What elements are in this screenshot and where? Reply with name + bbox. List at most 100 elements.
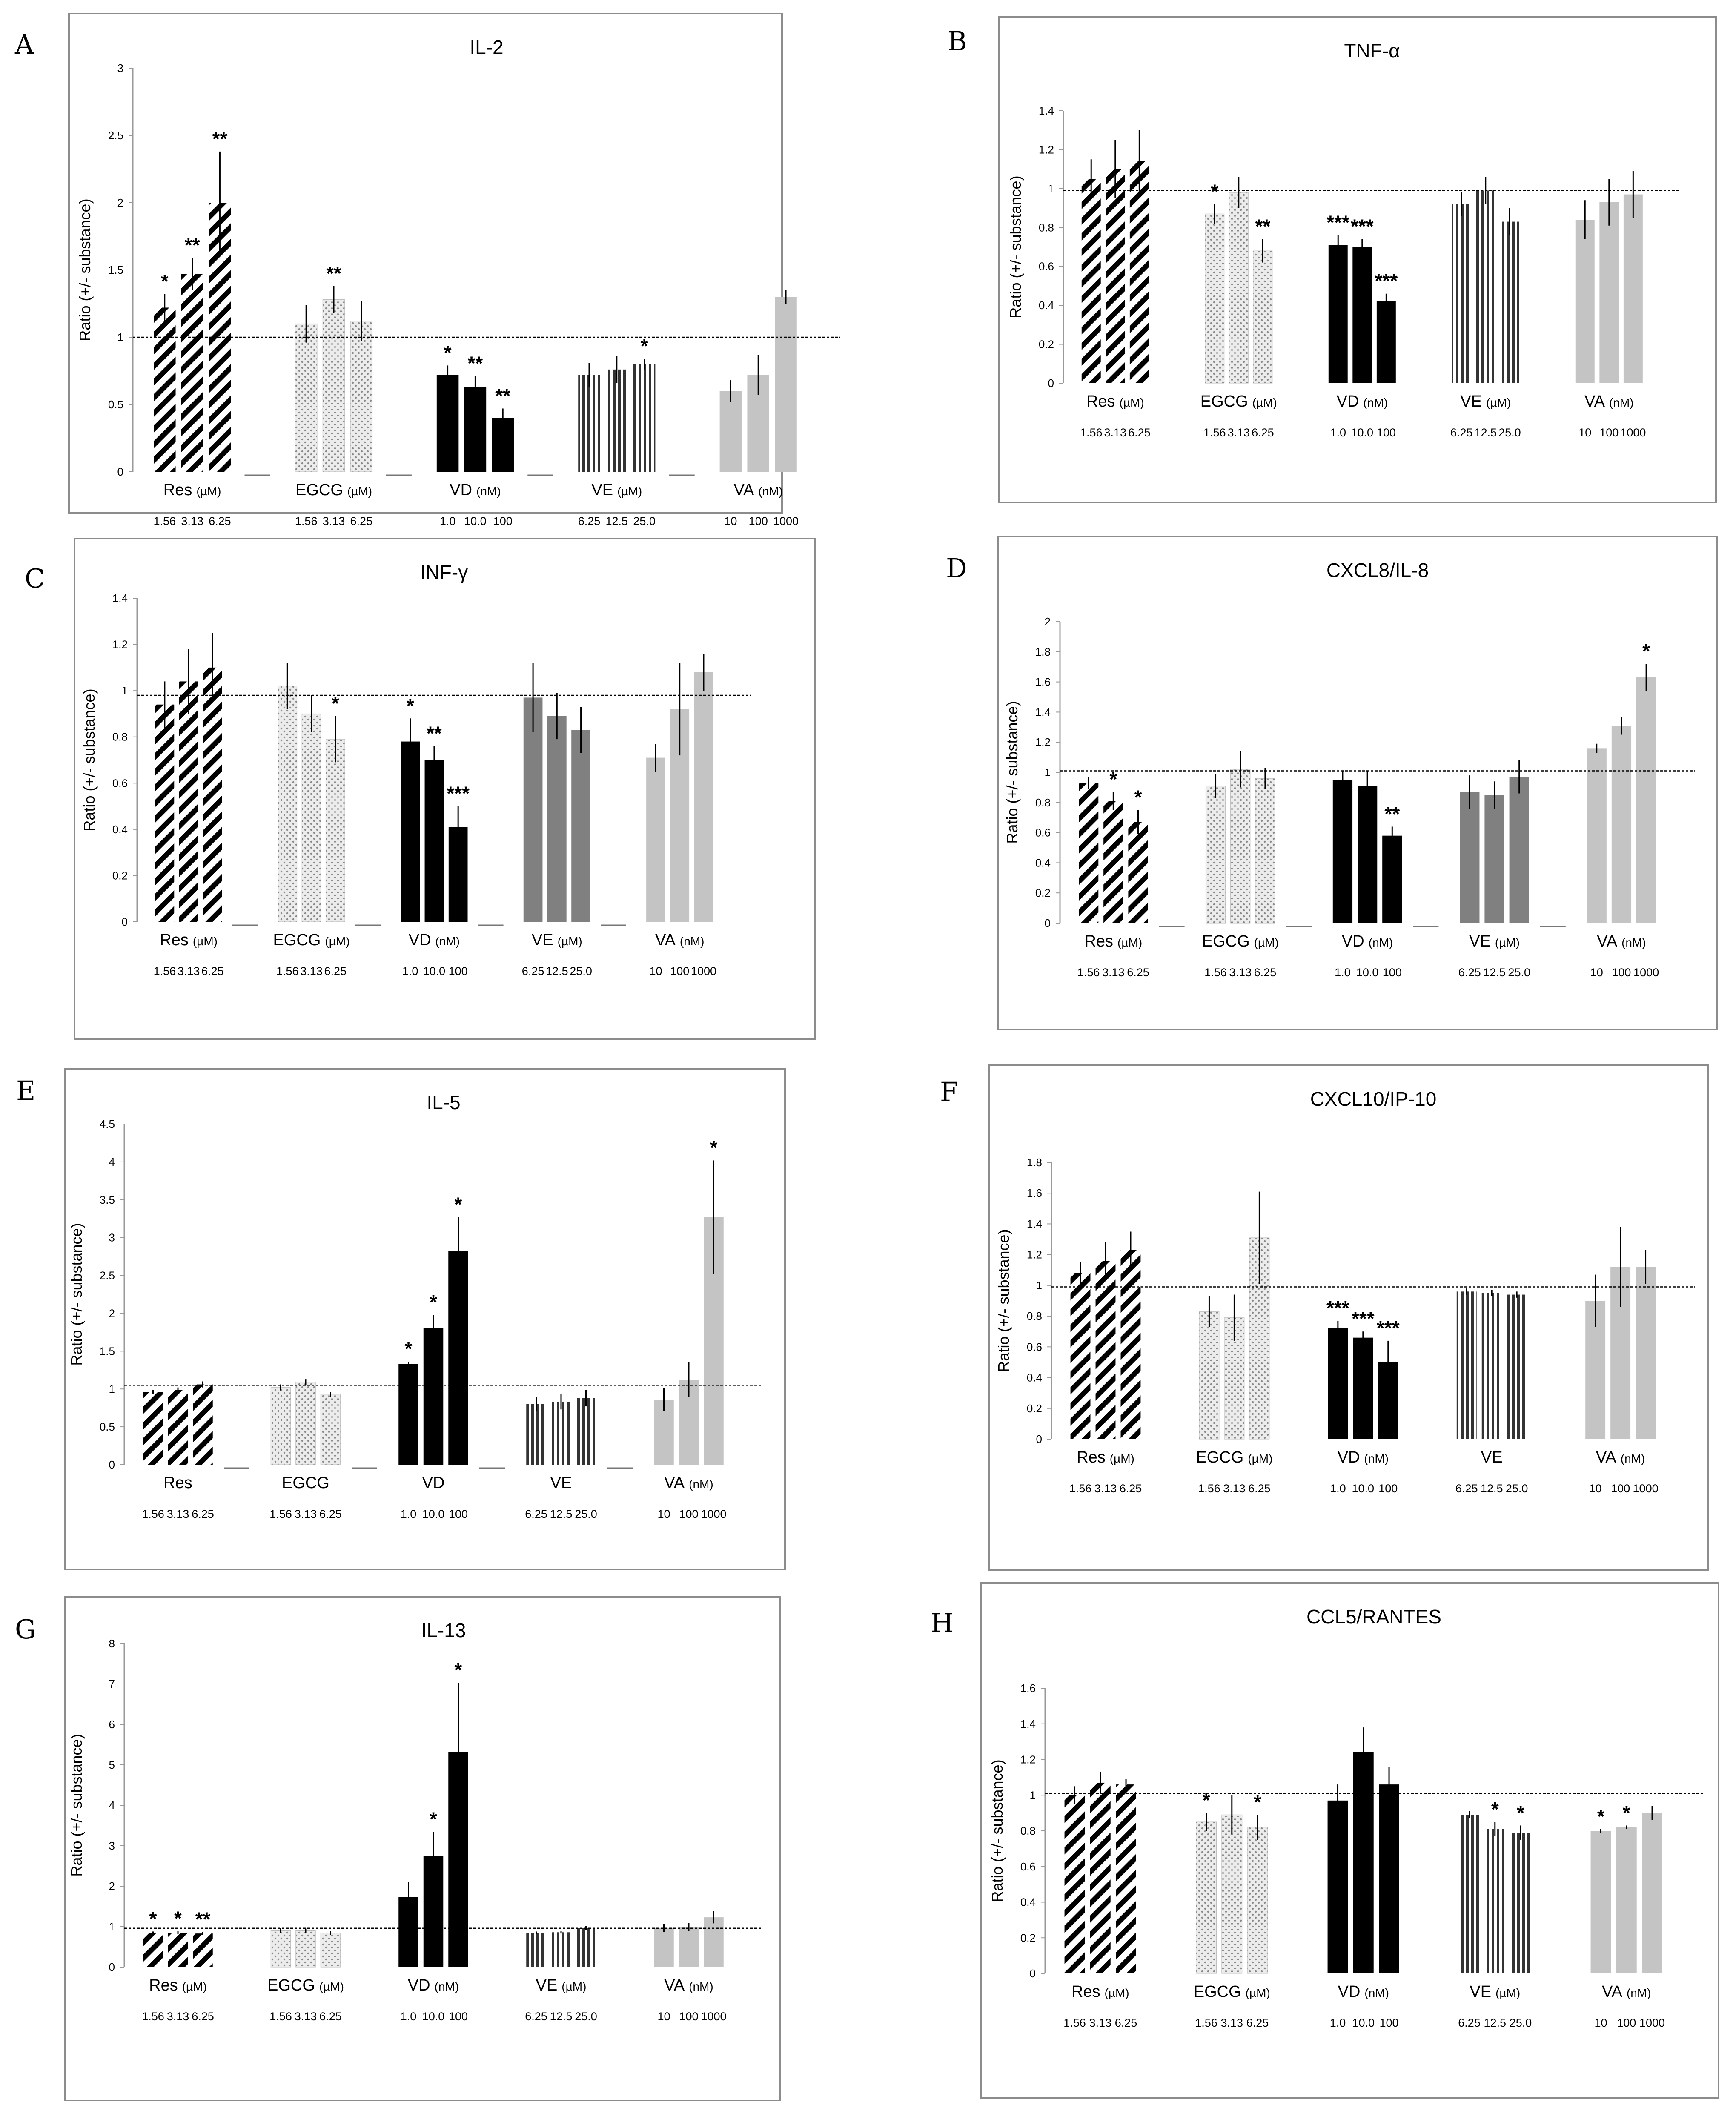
bar <box>1353 1752 1374 1973</box>
bar <box>1079 783 1099 923</box>
group-name: Res <box>163 1474 192 1492</box>
bar <box>423 1328 444 1465</box>
bar <box>1081 179 1101 383</box>
group-unit: (µM) <box>347 485 372 498</box>
y-tick-label: 0 <box>122 915 128 928</box>
bar <box>654 1927 674 1967</box>
group-name-label: Res (µM) <box>160 931 218 949</box>
y-tick-label: 0.6 <box>1035 826 1051 839</box>
bar <box>193 1933 213 1967</box>
bar <box>1484 1829 1505 1973</box>
dose-label: 1.56 <box>1204 966 1227 979</box>
group-va: 10 100 * 1000 VA (nM) <box>654 1136 727 1520</box>
group-res: 1.56 * 3.13 * 6.25 Res (µM) <box>1077 768 1149 979</box>
dose-label: 6.25 <box>350 515 373 528</box>
y-tick-label: 1 <box>122 684 128 697</box>
dose-label: 3.13 <box>1229 966 1252 979</box>
bar <box>1353 1337 1373 1439</box>
dose-label: 10.0 <box>1351 426 1374 439</box>
bar <box>646 757 665 922</box>
chart-title: CXCL10/IP-10 <box>1310 1088 1437 1110</box>
dose-label: 10 <box>1578 426 1591 439</box>
bar <box>1095 1261 1116 1439</box>
group-unit: (µM) <box>561 1980 586 1993</box>
significance-marker: * <box>455 1193 462 1216</box>
dose-label: 3.13 <box>323 515 345 528</box>
bar <box>1376 301 1396 383</box>
dose-label: 10 <box>657 2010 670 2023</box>
y-tick-label: 0.5 <box>100 1420 115 1433</box>
y-tick-label: 1.6 <box>1027 1187 1042 1199</box>
dose-label: 3.13 <box>1104 426 1127 439</box>
y-tick-label: 1.5 <box>108 264 123 276</box>
group-name: EGCG <box>1200 393 1248 410</box>
group-name: EGCG <box>282 1474 329 1492</box>
bar <box>448 1251 468 1465</box>
bar <box>1229 192 1249 384</box>
group-name: VD <box>1337 393 1359 410</box>
dose-label: 12.5 <box>1481 1482 1503 1495</box>
dose-label: 100 <box>449 2010 468 2023</box>
group-unit: (nM) <box>680 935 705 948</box>
group-res: 1.56 3.13 6.25 Res (µM) <box>1080 130 1151 439</box>
y-tick-label: 1.2 <box>1020 1753 1036 1766</box>
group-name: VD <box>408 1976 430 1994</box>
group-name-label: VA (nM) <box>655 931 704 949</box>
group-name-label: VD <box>422 1474 445 1492</box>
group-unit: (µM) <box>1110 1452 1134 1465</box>
significance-marker: ** <box>427 722 442 744</box>
y-tick-label: 3 <box>117 62 123 75</box>
group-name: Res <box>1077 1448 1106 1466</box>
dose-label: 10 <box>649 965 662 978</box>
group-name-label: EGCG (µM) <box>1194 1983 1270 2001</box>
dose-label: 10.0 <box>1356 966 1379 979</box>
bar <box>1452 204 1471 383</box>
group-name: Res <box>160 931 189 949</box>
chart-title: IL-13 <box>421 1619 466 1641</box>
dose-label: 25.0 <box>1506 1482 1528 1495</box>
bar <box>168 1390 188 1465</box>
bar <box>168 1933 188 1967</box>
significance-marker: ** <box>195 1908 211 1930</box>
bar <box>1120 1250 1141 1439</box>
group-name: VE <box>1481 1448 1503 1466</box>
y-tick-label: 4 <box>109 1799 115 1812</box>
y-tick-label: 5 <box>109 1758 115 1771</box>
bar <box>398 1364 418 1465</box>
significance-marker: * <box>407 694 414 717</box>
dose-label: 6.25 <box>1248 1482 1271 1495</box>
dose-label: 100 <box>1612 966 1631 979</box>
dose-label: 12.5 <box>1484 2016 1506 2029</box>
dose-label: 12.5 <box>1483 966 1506 979</box>
dose-label: 1.0 <box>401 1508 417 1520</box>
group-unit: (nM) <box>689 1477 713 1491</box>
y-tick-label: 0.4 <box>1020 1896 1036 1909</box>
bar <box>578 375 600 472</box>
bar <box>1611 726 1632 923</box>
bar <box>1327 1800 1348 1973</box>
group-name: VA <box>664 1474 685 1492</box>
group-name-label: VD (nM) <box>409 931 460 949</box>
dose-label: 3.13 <box>1228 426 1250 439</box>
group-res: 1.56 3.13 6.25 Res (µM) <box>154 633 224 978</box>
group-ve: 6.25 12.5 25.0 VE (µM) <box>1450 177 1521 439</box>
bar <box>1129 161 1149 383</box>
group-name-label: VD (nM) <box>450 481 501 499</box>
significance-marker: ** <box>1255 215 1270 238</box>
dose-label: 10.0 <box>422 2010 445 2023</box>
y-tick-label: 1.8 <box>1027 1156 1042 1169</box>
dose-label: 3.13 <box>167 1508 189 1520</box>
group-name: VA <box>1596 1448 1617 1466</box>
group-name: VD <box>450 481 472 499</box>
chart-title: CCL5/RANTES <box>1306 1606 1441 1628</box>
group-name-label: Res (µM) <box>1071 1983 1129 2001</box>
group-unit: (µM) <box>182 1980 207 1993</box>
bar <box>179 681 198 922</box>
group-name: Res <box>1084 932 1113 950</box>
bar <box>1090 1782 1111 1973</box>
significance-marker: ** <box>185 234 200 256</box>
group-name-label: VE (µM) <box>591 481 642 499</box>
bar <box>1199 1311 1220 1440</box>
dose-label: 1.56 <box>1063 2016 1086 2029</box>
dose-label: 1.56 <box>295 515 318 528</box>
